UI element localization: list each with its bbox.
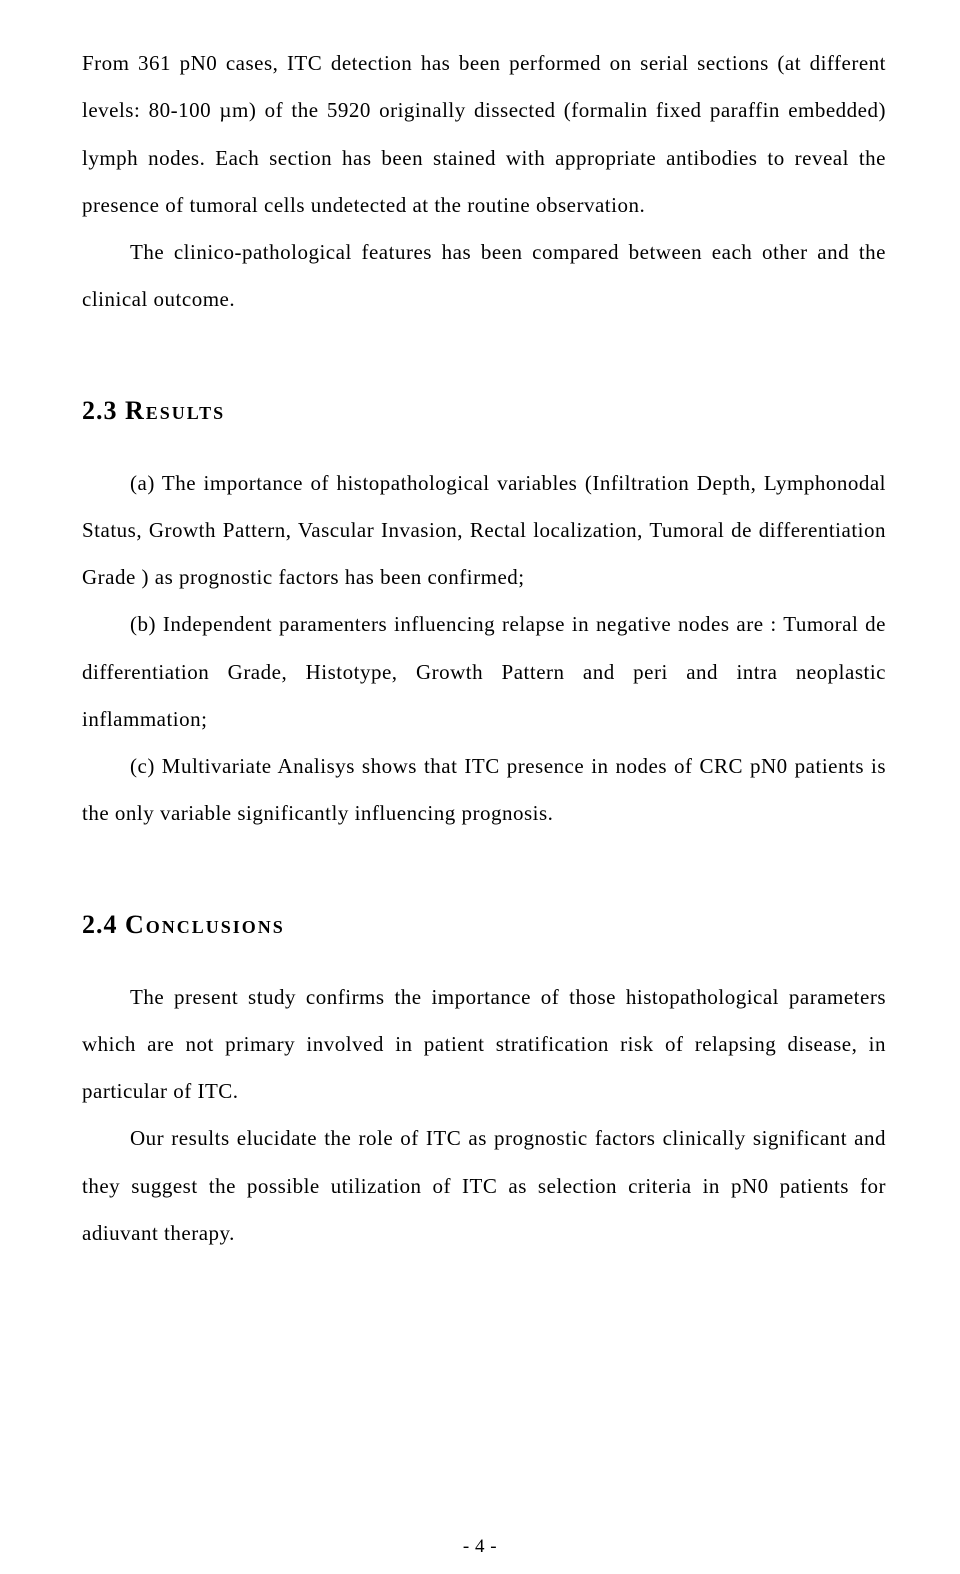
section-heading-results: 2.3 Results [82, 396, 886, 426]
paragraph-methods-1: From 361 pN0 cases, ITC detection has be… [82, 40, 886, 229]
results-item-c: (c) Multivariate Analisys shows that ITC… [82, 743, 886, 838]
results-item-a: (a) The importance of histopathological … [82, 460, 886, 602]
page: From 361 pN0 cases, ITC detection has be… [0, 0, 960, 1574]
page-number: - 4 - [0, 1536, 960, 1558]
conclusions-paragraph-2: Our results elucidate the role of ITC as… [82, 1115, 886, 1257]
heading-number: 2.4 [82, 910, 118, 939]
heading-text: Conclusions [125, 910, 285, 939]
section-heading-conclusions: 2.4 Conclusions [82, 910, 886, 940]
conclusions-paragraph-1: The present study confirms the importanc… [82, 974, 886, 1116]
results-item-b: (b) Independent paramenters influencing … [82, 601, 886, 743]
heading-text: Results [125, 396, 225, 425]
paragraph-methods-2: The clinico-pathological features has be… [82, 229, 886, 324]
heading-number: 2.3 [82, 396, 118, 425]
